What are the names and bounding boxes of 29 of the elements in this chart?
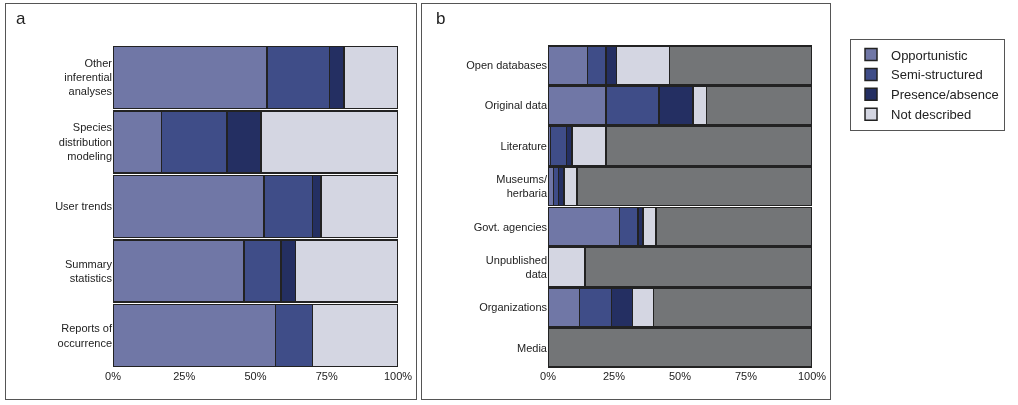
chart-title: b <box>436 9 446 29</box>
legend-label: Not described <box>891 107 972 123</box>
x-tick-label: 25% <box>602 370 626 382</box>
y-tick-label: Museums/ herbaria <box>496 173 548 200</box>
y-tick-label: Unpublished data <box>485 253 548 281</box>
legend-label: Opportunistic <box>891 47 969 63</box>
y-tick-label: Original data <box>484 99 548 112</box>
y-tick-label: Summary statistics <box>64 257 113 285</box>
chart-title: a <box>16 9 26 29</box>
legend-label: Semi-structured <box>891 67 983 83</box>
legend-label: Presence/absence <box>891 87 999 103</box>
x-tick-label: 50% <box>668 370 692 382</box>
y-tick-label: Govt. agencies <box>473 220 548 233</box>
x-tick-label: 50% <box>244 370 267 382</box>
y-tick-label: Reports of occurrence <box>57 322 113 349</box>
y-tick-label: Media <box>517 341 548 354</box>
x-tick-label: 0% <box>105 370 122 382</box>
y-tick-label: Open databases <box>466 59 548 72</box>
y-tick-label: Organizations <box>479 301 548 314</box>
x-tick-label: 0% <box>540 370 557 382</box>
y-tick-label: User trends <box>55 200 113 213</box>
x-tick-label: 100% <box>797 370 827 382</box>
y-tick-label: Literature <box>500 139 547 152</box>
x-tick-label: 100% <box>383 370 413 382</box>
y-tick-label: Species distribution modeling <box>58 121 113 163</box>
y-tick-label: Other inferential analyses <box>64 56 113 98</box>
x-tick-label: 75% <box>734 370 758 382</box>
x-tick-label: 25% <box>173 370 196 382</box>
x-tick-label: 75% <box>315 370 338 382</box>
